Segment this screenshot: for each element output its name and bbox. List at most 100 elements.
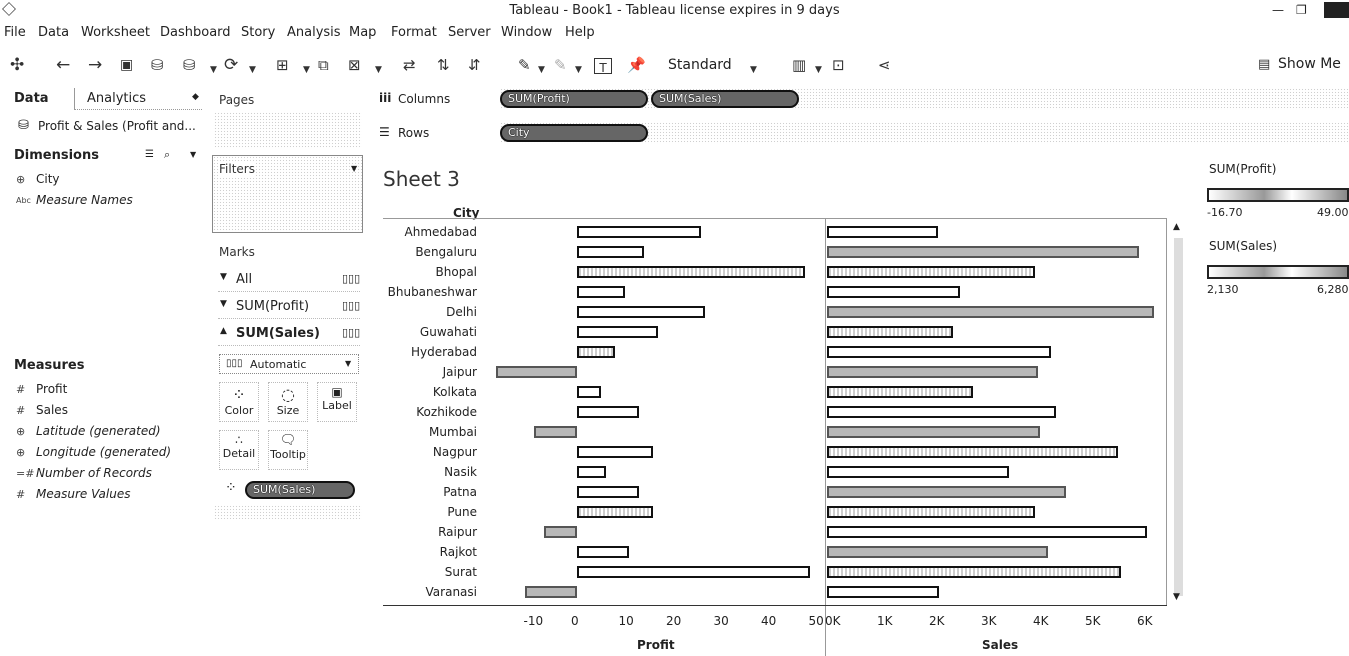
profit-bar[interactable] [577,546,630,558]
show-me-icon[interactable]: ▤ [1258,57,1271,72]
menu-dashboard[interactable]: Dashboard [160,25,231,40]
chevron-down-icon[interactable]: ▼ [538,65,545,75]
chevron-down-icon[interactable]: ▼ [375,65,382,75]
rows-pill-city[interactable]: City [500,124,648,142]
sales-bar[interactable] [827,346,1051,358]
scroll-down-icon[interactable]: ▼ [1173,592,1180,602]
tooltip-button[interactable]: 🗨 Tooltip [268,430,308,470]
size-button[interactable]: ◌ Size [268,382,308,422]
columns-pill-sales[interactable]: SUM(Sales) [651,90,799,108]
show-mark-labels-icon[interactable]: T [594,58,612,75]
menu-story[interactable]: Story [241,25,276,40]
color-button[interactable]: ⁘ Color [219,382,259,422]
sales-bar[interactable] [827,366,1038,378]
show-me-button[interactable]: Show Me [1278,56,1341,72]
field-longitude[interactable]: ⊕ Longitude (generated) [16,445,171,459]
chevron-down-icon[interactable]: ▼ [575,65,582,75]
field-sales[interactable]: # Sales [16,403,68,417]
presentation-mode-icon[interactable]: ⊡ [832,56,845,74]
chevron-down-icon[interactable]: ▼ [351,164,358,173]
sales-bar[interactable] [827,386,973,398]
marks-drop-zone[interactable] [214,505,362,519]
profit-bar[interactable] [577,246,644,258]
swap-rows-columns-icon[interactable]: ⇄ [403,56,416,74]
undo-icon[interactable]: ← [56,55,71,75]
share-icon[interactable]: ⋖ [878,56,891,74]
show-cards-icon[interactable]: ▥ [792,56,807,74]
profit-bar[interactable] [577,286,625,298]
chevron-down-icon[interactable]: ▼ [815,65,822,75]
save-icon[interactable]: ▣ [120,57,134,73]
menu-file[interactable]: File [4,25,26,40]
group-members-icon[interactable]: ✎ [554,56,567,74]
profit-bar[interactable] [577,446,653,458]
menu-worksheet[interactable]: Worksheet [81,25,151,40]
sales-bar[interactable] [827,486,1067,498]
profit-bar[interactable] [543,526,577,538]
legend-profit-ramp[interactable] [1207,188,1349,202]
datasource-name[interactable]: Profit & Sales (Profit and... [38,119,196,133]
filters-card[interactable]: Filters ▼ [212,155,363,233]
sales-bar[interactable] [827,326,953,338]
sales-bar[interactable] [827,266,1035,278]
menu-window[interactable]: Window [501,25,553,40]
marks-sum-sales[interactable]: ▲ SUM(Sales) ▯▯▯ [218,324,360,346]
menu-map[interactable]: Map [349,25,377,40]
sales-bar[interactable] [827,526,1147,538]
view-size-select[interactable]: Standard [668,57,732,73]
sales-bar[interactable] [827,506,1035,518]
profit-bar[interactable] [577,226,701,238]
sales-bar[interactable] [827,546,1048,558]
detail-button[interactable]: ∴ Detail [219,430,259,470]
sales-bar[interactable] [827,466,1009,478]
sort-descending-icon[interactable]: ⇵ [468,56,481,74]
profit-bar[interactable] [496,366,577,378]
rows-shelf[interactable] [500,122,1349,144]
pause-updates-icon[interactable]: ⛁ [183,56,196,74]
menu-analysis[interactable]: Analysis [287,25,341,40]
field-city[interactable]: ⊕ City [16,172,60,186]
search-icon[interactable]: ⌕ [164,148,171,161]
profit-bar[interactable] [577,466,606,478]
profit-bar[interactable] [577,486,639,498]
sales-bar[interactable] [827,566,1121,578]
sales-bar[interactable] [827,246,1139,258]
menu-data[interactable]: Data [38,25,70,40]
sales-bar[interactable] [827,426,1041,438]
pin-icon[interactable]: 📌 [627,56,646,74]
tab-data[interactable]: Data [14,91,49,106]
menu-server[interactable]: Server [448,25,491,40]
label-button[interactable]: ▣ Label [317,382,357,422]
profit-bar[interactable] [577,566,810,578]
tab-analytics[interactable]: Analytics ◆ [74,88,202,110]
marks-all[interactable]: ▼ All ▯▯▯ [218,270,360,292]
sales-bar[interactable] [827,586,939,598]
sales-bar[interactable] [827,226,938,238]
duplicate-sheet-icon[interactable]: ⧉ [318,56,329,74]
tableau-logo-icon[interactable]: ✣ [10,55,25,75]
restore-icon[interactable]: ❐ [1296,3,1307,17]
chevron-down-icon[interactable]: ▼ [210,65,217,75]
sales-bar[interactable] [827,286,960,298]
refresh-icon[interactable]: ⟳ [224,55,239,75]
sales-bar[interactable] [827,306,1154,318]
chart-area[interactable] [383,218,1167,606]
sort-ascending-icon[interactable]: ⇅ [437,56,450,74]
field-profit[interactable]: # Profit [16,382,67,396]
marks-sum-profit[interactable]: ▼ SUM(Profit) ▯▯▯ [218,297,360,319]
chevron-down-icon[interactable]: ▼ [249,65,256,75]
menu-help[interactable]: Help [565,25,595,40]
mark-type-select[interactable]: ▯▯▯ Automatic ▼ [219,354,359,374]
sales-bar[interactable] [827,406,1056,418]
columns-pill-profit[interactable]: SUM(Profit) [500,90,648,108]
field-measure-values[interactable]: # Measure Values [16,487,130,501]
field-measure-names[interactable]: Abc Measure Names [16,193,133,207]
vertical-scrollbar[interactable]: ▲ ▼ [1172,222,1184,606]
clear-sheet-icon[interactable]: ⊠ [348,56,361,74]
profit-bar[interactable] [577,266,805,278]
highlight-icon[interactable]: ✎ [518,56,531,74]
profit-bar[interactable] [577,386,601,398]
scrollbar-thumb[interactable] [1174,238,1183,596]
legend-sales-ramp[interactable] [1207,265,1349,279]
profit-bar[interactable] [577,506,653,518]
